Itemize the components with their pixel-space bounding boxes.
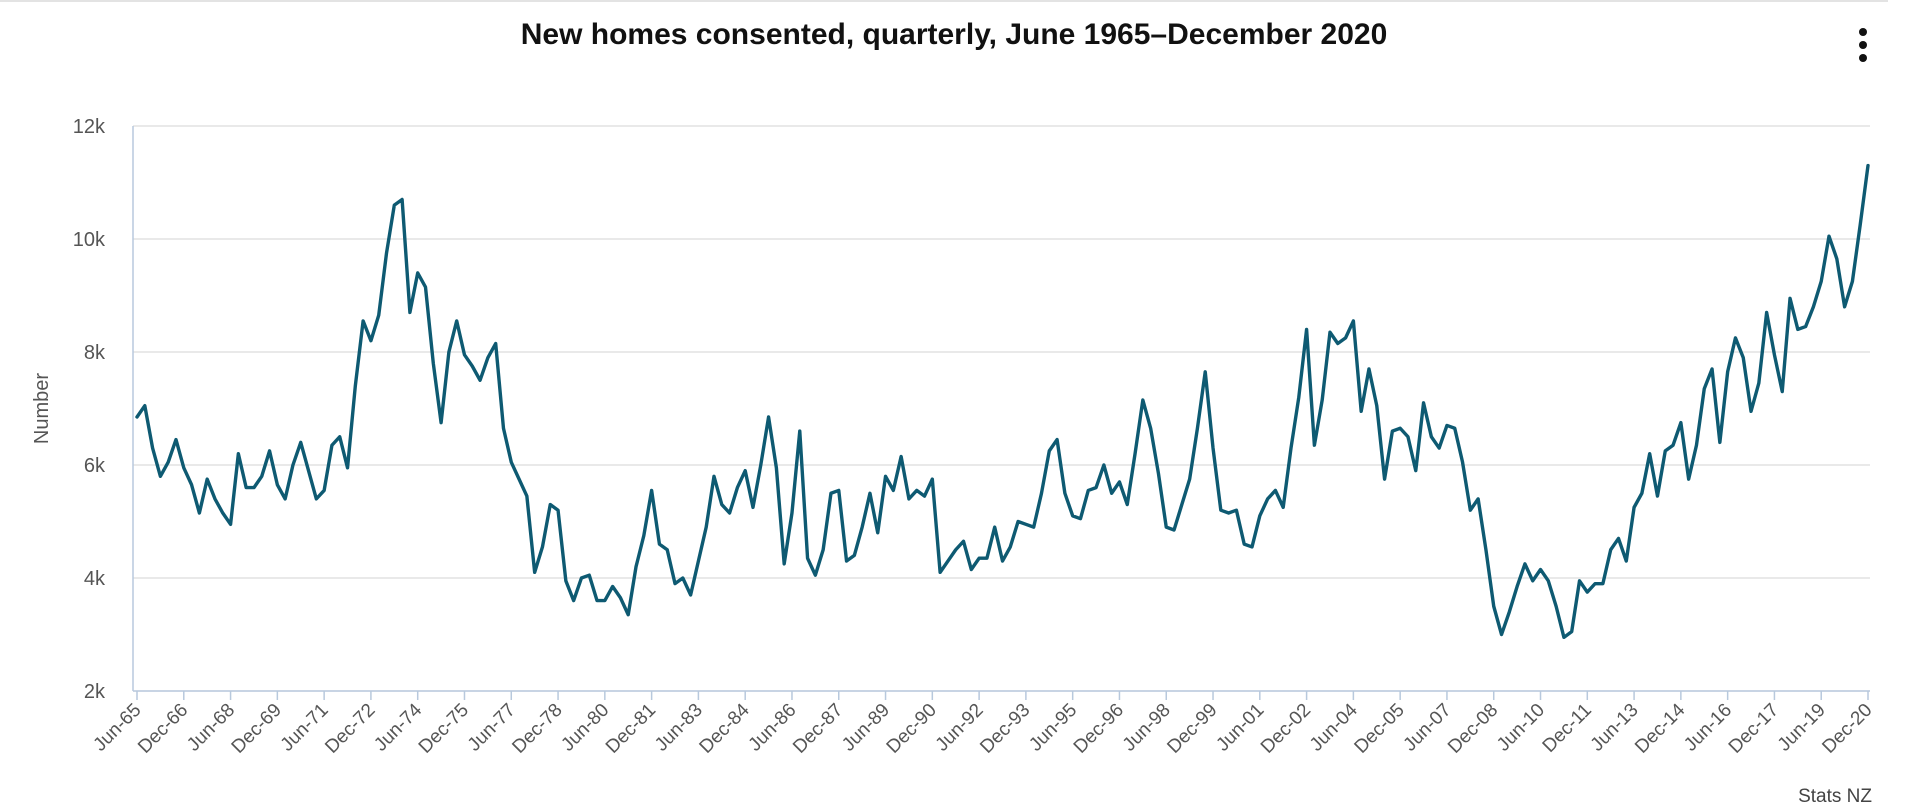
- x-tick-label: Dec-17: [1725, 700, 1783, 758]
- y-tick-label: 12k: [73, 116, 106, 138]
- x-tick-label: Dec-78: [508, 700, 566, 758]
- x-tick-label: Dec-93: [976, 700, 1034, 758]
- x-tick-label: Dec-66: [134, 700, 192, 758]
- top-rule: [0, 0, 1888, 2]
- x-tick-label: Dec-14: [1631, 699, 1689, 757]
- x-tick-label: Dec-69: [228, 700, 286, 758]
- y-tick-label: 6k: [84, 455, 106, 477]
- source-credit: Stats NZ: [1798, 786, 1872, 807]
- y-axis-label: Number: [31, 373, 53, 444]
- x-tick-label: Dec-81: [602, 700, 660, 758]
- x-tick-label: Dec-96: [1070, 700, 1128, 758]
- x-tick-label: Dec-84: [696, 699, 754, 757]
- y-tick-label: 2k: [84, 681, 106, 703]
- x-tick-label: Dec-87: [789, 700, 847, 758]
- series-line: [135, 163, 1870, 640]
- x-tick-label: Dec-72: [321, 700, 379, 758]
- x-tick-label: Dec-99: [1163, 700, 1221, 758]
- y-tick-label: 4k: [84, 568, 106, 590]
- x-tick-label: Dec-02: [1257, 700, 1315, 758]
- x-tick-label: Dec-20: [1818, 700, 1876, 758]
- y-tick-label: 8k: [84, 342, 106, 364]
- y-tick-label: 10k: [73, 229, 106, 251]
- x-tick-label: Dec-11: [1539, 700, 1596, 757]
- x-tick-label: Jun-10: [1493, 700, 1549, 756]
- x-tick-label: Dec-90: [883, 700, 941, 758]
- more-vertical-icon: [1859, 54, 1867, 62]
- more-options-button[interactable]: [1846, 26, 1880, 66]
- chart-title: New homes consented, quarterly, June 196…: [520, 18, 1388, 51]
- x-tick-label: Dec-75: [415, 700, 473, 758]
- x-tick-label: Dec-05: [1351, 700, 1409, 758]
- more-vertical-icon: [1859, 41, 1867, 49]
- x-tick-label: Dec-08: [1444, 700, 1502, 758]
- more-vertical-icon: [1859, 28, 1867, 36]
